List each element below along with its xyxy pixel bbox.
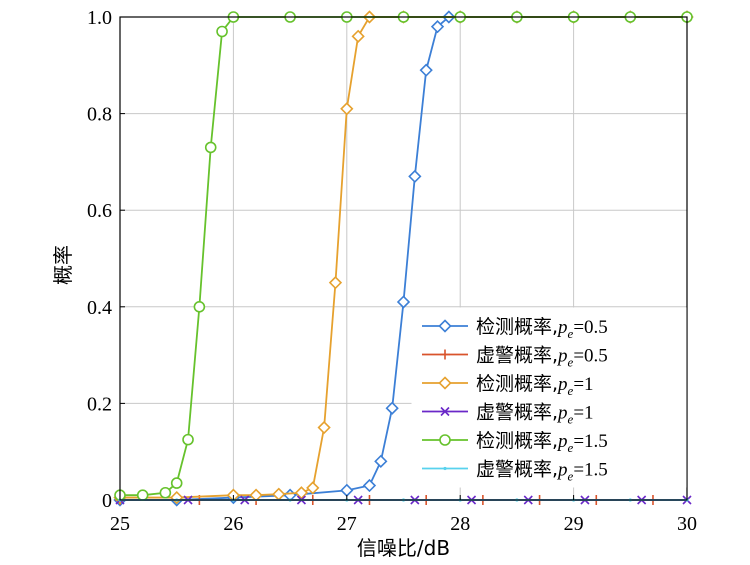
legend-label: 虚警概率,pe=1 <box>476 402 594 427</box>
legend-item: 虚警概率,pe=1.5 <box>422 459 608 484</box>
legend-item: 虚警概率,pe=0.5 <box>422 345 608 370</box>
y-axis-title: 概率 <box>51 245 75 285</box>
data-point <box>204 141 217 154</box>
data-point <box>396 295 411 309</box>
y-tick-label: 1.0 <box>87 7 112 29</box>
legend-label: 虚警概率,pe=1.5 <box>476 459 608 484</box>
legend-item: 检测概率,pe=1 <box>422 373 594 398</box>
x-tick-label: 27 <box>337 513 357 535</box>
data-point <box>351 29 365 43</box>
y-tick-label: 0.4 <box>87 297 112 319</box>
data-point <box>249 488 263 502</box>
axis-ticks: 25 26 27 28 29 30 0 0.2 0.4 0.6 0.8 1.0 <box>87 7 697 535</box>
data-point <box>385 401 399 415</box>
data-point <box>193 300 206 313</box>
data-point <box>159 486 172 499</box>
data-point <box>272 487 286 501</box>
data-point <box>408 169 422 184</box>
legend-marker <box>438 376 452 390</box>
x-tick-label: 29 <box>564 513 584 535</box>
data-point <box>340 483 354 497</box>
legend-box <box>411 307 687 488</box>
x-axis-title: 信噪比/dB <box>357 536 450 560</box>
data-point <box>419 63 433 77</box>
legend-item: 虚警概率,pe=1 <box>422 402 594 427</box>
x-tick-label: 26 <box>223 513 243 535</box>
data-point <box>340 102 354 116</box>
plot-frame <box>119 16 688 501</box>
data-point <box>317 420 331 435</box>
x-tick-label: 30 <box>677 513 697 535</box>
legend-marker <box>440 349 450 360</box>
data-point <box>136 489 149 501</box>
legend-label: 虚警概率,pe=0.5 <box>476 345 608 370</box>
legend-label: 检测概率,pe=0.5 <box>476 316 608 341</box>
legend: 检测概率,pe=0.5 虚警概率,pe=0.5 检测概率,pe=1 虚警概率,pe=1… <box>411 307 687 488</box>
data-point <box>294 486 309 500</box>
x-tick-label: 28 <box>450 513 470 535</box>
y-tick-label: 0.2 <box>87 393 112 415</box>
data-point <box>170 477 183 489</box>
data-point <box>216 25 228 38</box>
data-point <box>328 276 343 290</box>
y-tick-label: 0 <box>102 490 112 512</box>
y-tick-label: 0.6 <box>87 200 112 222</box>
x-tick-label: 25 <box>110 513 130 535</box>
legend-marker <box>439 434 451 446</box>
legend-marker <box>440 406 450 417</box>
data-point <box>430 20 445 34</box>
legend-label: 检测概率,pe=1 <box>476 373 594 398</box>
legend-label: 检测概率,pe=1.5 <box>476 430 608 455</box>
data-point <box>362 478 377 493</box>
legend-marker <box>438 319 452 333</box>
data-point <box>306 481 320 495</box>
legend-marker <box>443 466 447 471</box>
y-tick-label: 0.8 <box>87 104 112 126</box>
legend-item: 检测概率,pe=0.5 <box>422 316 608 341</box>
data-point <box>182 433 194 446</box>
data-point <box>374 454 388 468</box>
legend-item: 检测概率,pe=1.5 <box>422 430 608 455</box>
